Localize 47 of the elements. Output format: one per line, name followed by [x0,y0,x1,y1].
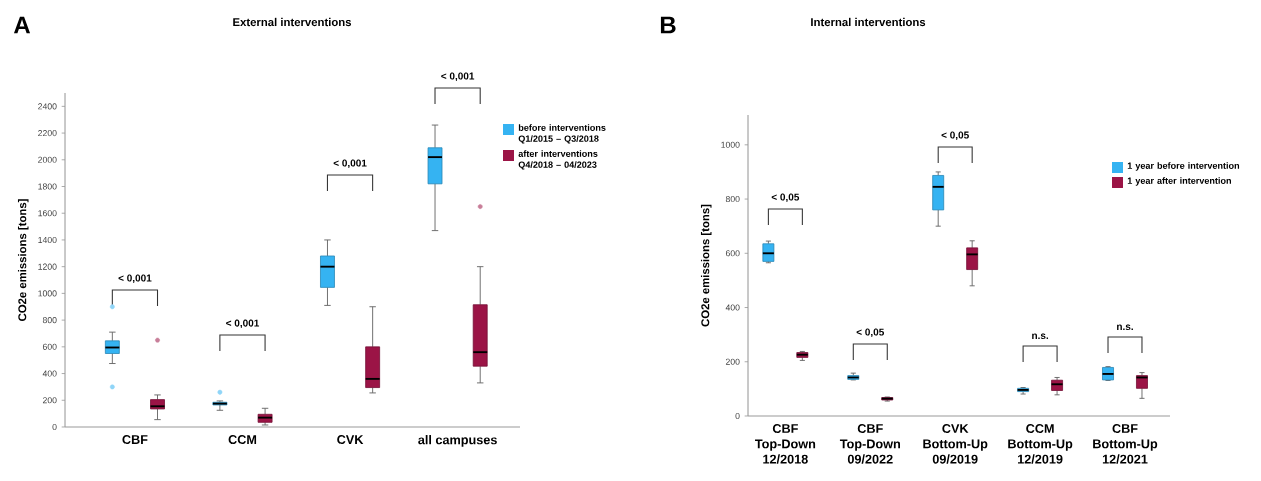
chart-title: Internal interventions [811,17,926,27]
y-axis-title: CO2e emissions [tons] [17,199,29,321]
x-tick-label: all campuses [418,435,497,447]
y-tick-label: 200 [42,397,57,404]
x-tick-label: CCM [228,435,257,444]
text: A [13,16,31,34]
y-tick-label: 1400 [38,236,57,244]
annotation: n.s. [1117,324,1133,331]
y-tick-label: 2200 [38,130,57,137]
annotation: < 0,001 [226,319,260,329]
y-tick-label: 2000 [38,156,57,163]
y-axis-title: CO2e emissions [tons] [700,204,712,327]
y-tick-label: 1800 [38,183,57,190]
y-tick-label: 600 [725,250,740,257]
legend-label: after interventions Q4/2018 – 04/2023 [518,150,598,170]
x-tick-label: CVK Bottom-Up 09/2019 [923,424,988,464]
y-tick-label: 200 [725,358,740,365]
annotation: < 0,001 [333,159,367,169]
x-tick-label: CBF Top-Down 12/2018 [755,424,816,464]
legend-label: 1 year before intervention [1127,162,1240,171]
text: B [660,16,676,34]
y-tick-label: 600 [42,343,57,350]
y-tick-label: 400 [725,304,740,311]
annotation: < 0,001 [118,274,152,284]
x-tick-label: CCM Bottom-Up 12/2019 [1008,424,1073,464]
y-tick-label: 0 [52,423,57,431]
y-tick-label: 2400 [38,103,57,110]
y-tick-label: 1000 [721,141,740,148]
x-tick-label: CBF Top-Down 09/2022 [839,424,900,464]
annotation: < 0,05 [941,131,969,141]
annotation: n.s. [1032,333,1049,340]
y-tick-label: 800 [42,317,57,324]
y-tick-label: 1600 [38,210,57,217]
y-tick-label: 1000 [38,290,57,297]
x-tick-label: CBF Bottom-Up 12/2021 [1093,424,1158,464]
legend-label: before interventions Q1/2015 – Q3/2018 [518,124,606,144]
annotation: < 0,05 [856,328,885,338]
y-tick-label: 800 [725,195,740,203]
x-tick-label: CVK [337,435,364,444]
text: < 0,001 [441,72,475,82]
y-tick-label: 400 [42,370,57,377]
annotation: < 0,05 [771,193,800,203]
chart-title: External interventions [233,17,352,27]
y-tick-label: 0 [735,412,740,420]
legend-label: 1 year after intervention [1127,177,1231,186]
y-tick-label: 1200 [38,263,57,270]
x-tick-label: CBF [122,435,148,444]
